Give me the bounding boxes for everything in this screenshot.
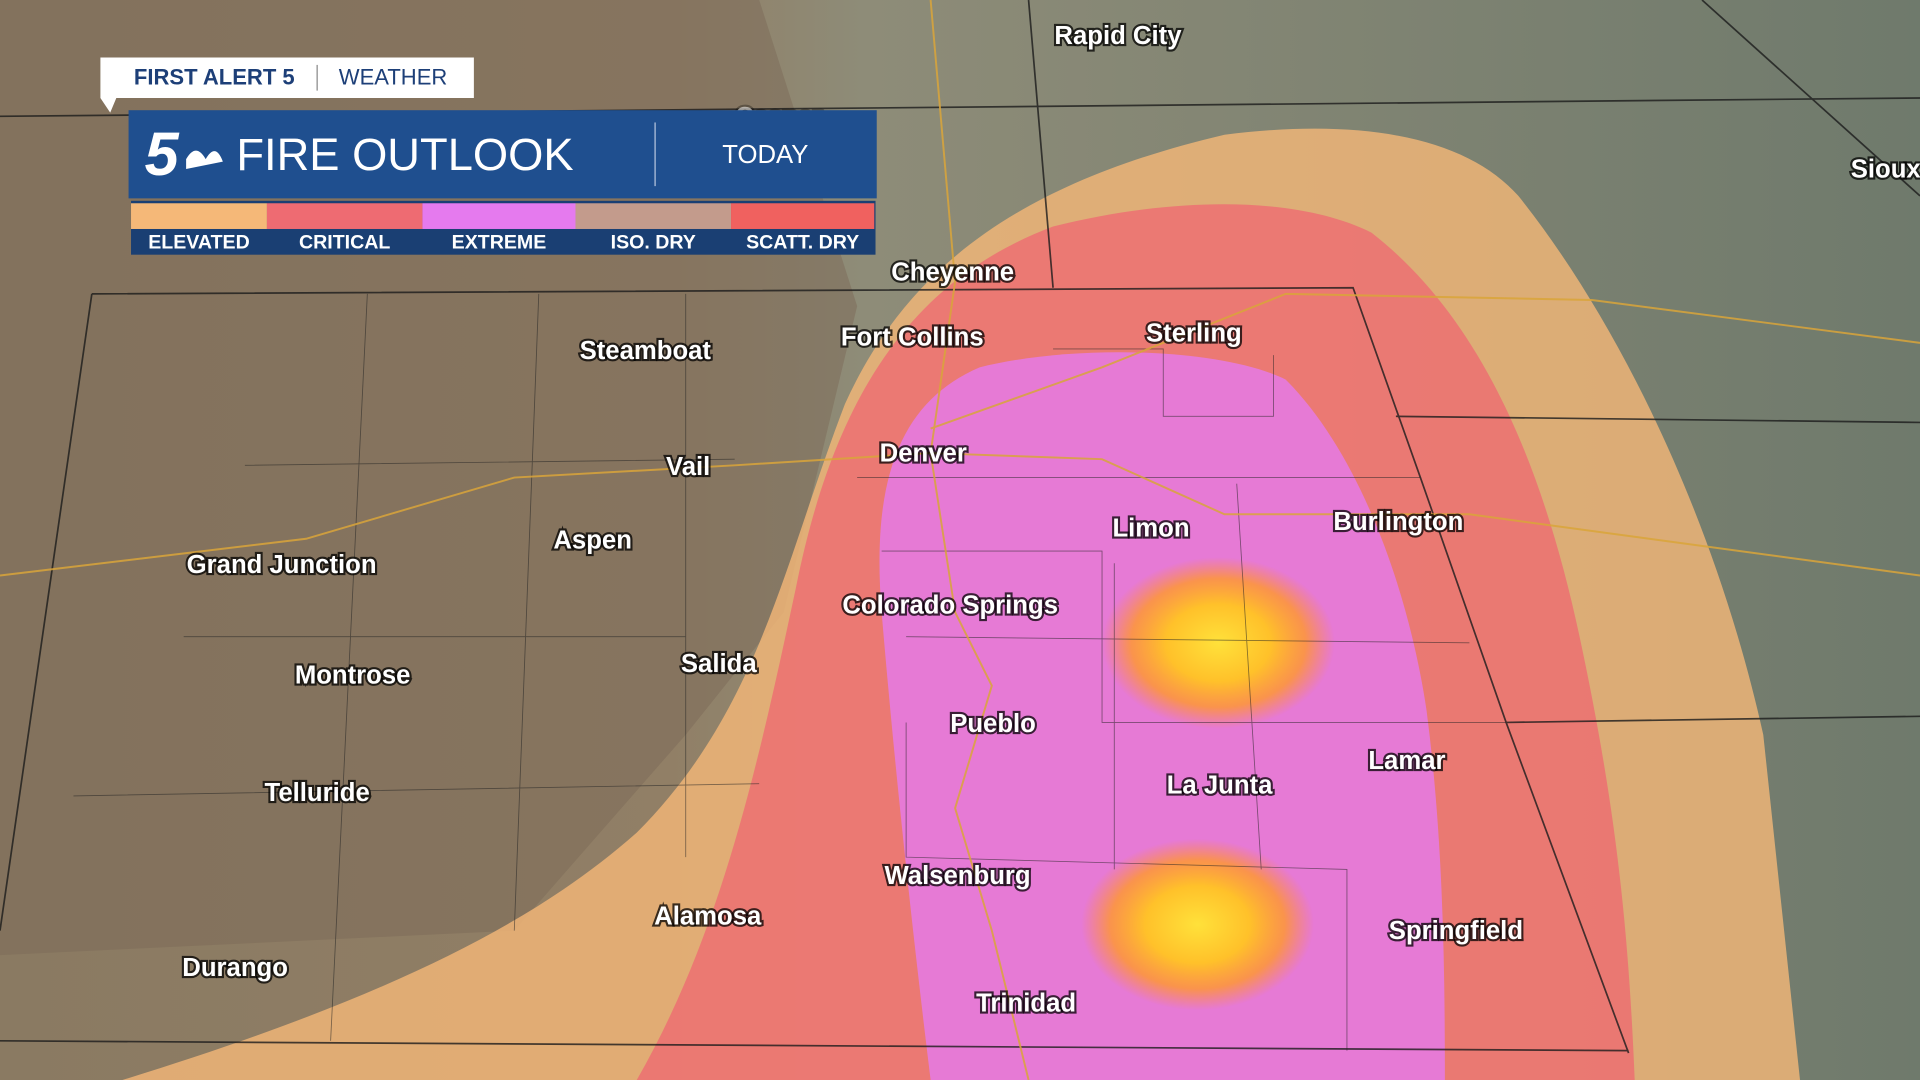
city-labels: Rapid City Casper Sioux Cheyenne Fort Co… [180,20,1920,1020]
state-border [1506,715,1920,724]
city-label: Limon [1112,514,1189,542]
legend-swatch [575,203,732,229]
legend: ELEVATED CRITICAL EXTREME ISO. DRY SCATT. DR… [131,203,875,254]
highway [930,292,1920,430]
city-label: Burlington [1333,508,1463,536]
county-line [857,477,1507,1051]
header: FIRST ALERT 5 WEATHER 5 FIRE OUTLOOK TOD… [100,57,877,255]
legend-swatch [131,203,267,229]
city-label: Telluride [265,779,370,807]
city-label: Sterling [1146,320,1242,348]
legend-label: EXTREME [452,232,547,254]
city-label: Montrose [295,661,411,689]
period: TODAY [722,141,808,169]
legend-label: CRITICAL [299,232,390,254]
legend-swatch [731,203,875,229]
city-label: Steamboat [580,337,712,365]
legend-label: ISO. DRY [611,232,696,254]
city-label: Walsenburg [884,862,1030,890]
state-border [1395,415,1920,424]
logo-peacock [186,150,223,169]
legend-swatch [422,203,576,229]
highway [0,452,1920,577]
city-label: Alamosa [654,902,762,930]
section: WEATHER [339,64,448,89]
city-label: Trinidad [976,989,1076,1017]
legend-label: ELEVATED [148,232,250,254]
highway [929,0,1030,1080]
logo: 5 [145,120,180,188]
city-label: La Junta [1167,771,1273,799]
city-label: Lamar [1368,747,1445,775]
city-label: Grand Junction [187,551,377,579]
title-bar [128,110,877,199]
fire-hotspot [1102,557,1335,729]
county-line [1053,348,1274,417]
legend-label: SCATT. DRY [746,232,859,254]
state-border [0,293,93,931]
state-border [0,1039,1629,1052]
city-label: Springfield [1389,917,1523,945]
legend-swatch [266,203,423,229]
brand: FIRST ALERT 5 [134,64,295,89]
brand-tab [100,57,474,113]
title: FIRE OUTLOOK [236,129,573,180]
city-label: Sioux [1851,156,1920,184]
state-border [1701,0,1920,197]
city-label: Vail [666,453,710,481]
county-lines [73,293,1507,1051]
city-label: Denver [880,440,967,468]
city-label: Rapid City [1054,22,1182,50]
city-label: Salida [681,650,757,678]
city-label: Cheyenne [891,258,1014,286]
state-border [1027,0,1054,288]
borders [0,0,1920,1054]
fire-hotspot [1081,838,1314,1011]
city-label: Pueblo [950,710,1036,738]
city-label: Aspen [553,527,632,555]
city-label: Durango [182,954,288,982]
county-line [73,293,1262,1041]
city-label: Fort Collins [841,323,984,351]
city-label: Colorado Springs [842,591,1058,619]
